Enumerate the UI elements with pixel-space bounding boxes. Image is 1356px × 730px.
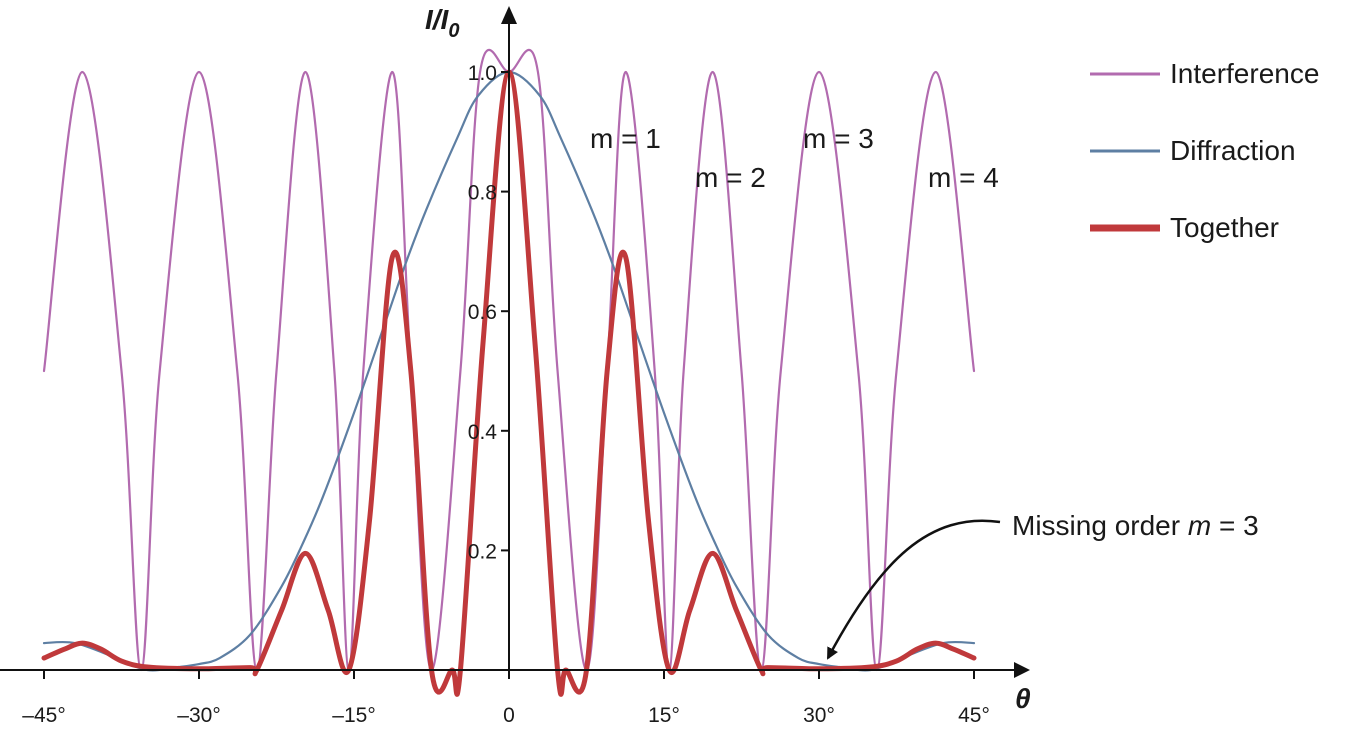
legend: Interference Diffraction Together (1090, 58, 1319, 243)
y-axis-title-main: I/I (425, 4, 450, 35)
y-tick-label: 1.0 (468, 62, 497, 85)
x-axis-title: θ (1015, 683, 1031, 714)
axes (0, 6, 1030, 678)
missing-order-arrow (826, 519, 1001, 660)
x-axis-arrow (1014, 662, 1030, 678)
x-tick-label: –30° (177, 704, 220, 727)
legend-item-interference: Interference (1090, 58, 1319, 89)
x-tick-label: –15° (332, 704, 375, 727)
legend-label-together: Together (1170, 212, 1279, 243)
annotation-m4: m = 4 (928, 162, 999, 193)
y-tick-label: 0.2 (468, 540, 497, 563)
y-tick-label: 0.8 (468, 182, 497, 205)
annotation-m1: m = 1 (590, 123, 661, 154)
missing-order-rest: = 3 (1211, 510, 1258, 541)
annotation-m3: m = 3 (803, 123, 874, 154)
x-tick-label: 30° (803, 704, 835, 727)
annotation-m2: m = 2 (695, 162, 766, 193)
x-tick-label: 45° (958, 704, 990, 727)
y-tick-label: 0.6 (468, 301, 497, 324)
y-axis-arrow (501, 6, 517, 24)
x-tick-label: 15° (648, 704, 680, 727)
legend-item-diffraction: Diffraction (1090, 135, 1296, 166)
y-ticks: 0.2 0.4 0.6 0.8 1.0 (468, 62, 509, 563)
y-tick-label: 0.4 (468, 421, 498, 444)
missing-order-var: m (1188, 510, 1211, 541)
y-axis-title: I/I0 (425, 4, 459, 42)
y-axis-title-subscript: 0 (448, 20, 459, 42)
x-tick-label: 0 (503, 704, 515, 727)
missing-order-label: Missing order m = 3 (1012, 510, 1259, 541)
missing-order-text: Missing order (1012, 510, 1188, 541)
legend-label-interference: Interference (1170, 58, 1319, 89)
legend-label-diffraction: Diffraction (1170, 135, 1296, 166)
x-tick-label: –45° (22, 704, 65, 727)
legend-item-together: Together (1090, 212, 1279, 243)
x-ticks: –45° –30° –15° 0 15° 30° 45° (22, 670, 990, 727)
